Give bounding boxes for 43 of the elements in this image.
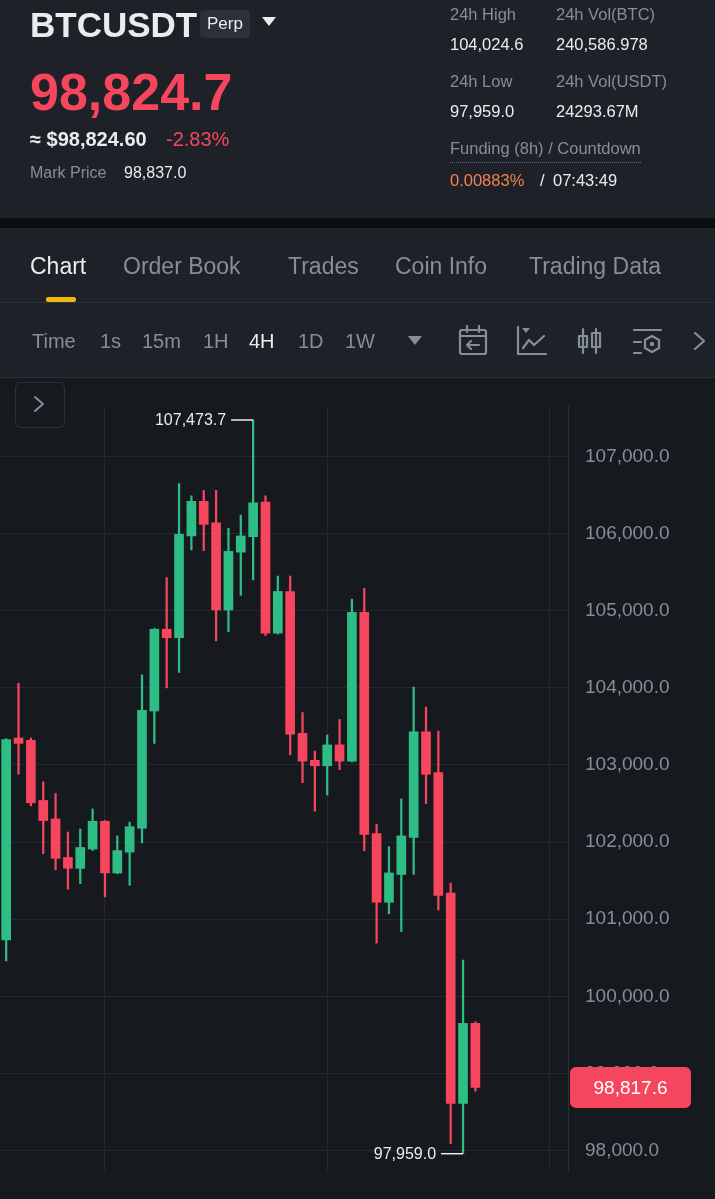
badge: Perp (200, 10, 250, 38)
text: Order Book (123, 253, 241, 280)
text: Time (32, 330, 76, 352)
text: 24h Low (450, 71, 513, 90)
text: 1s (100, 330, 122, 352)
text: 97,959.0 (450, 101, 515, 120)
text: 1H (203, 330, 229, 352)
y-tick-label: 106,000.0 (585, 521, 670, 543)
text: 24h Vol(BTC) (556, 4, 656, 23)
text: Trades (288, 253, 359, 280)
text: 24293.67M (556, 101, 639, 120)
y-tick-label: 102,000.0 (585, 830, 670, 852)
y-tick-label: 98,000.0 (585, 1138, 659, 1160)
text: 98,837.0 (124, 164, 187, 182)
text: Trading Data (529, 253, 662, 280)
text: 98,824.7 (30, 62, 233, 121)
text: -2.83% (166, 128, 230, 150)
y-tick-label: 107,000.0 (585, 444, 670, 466)
text: 1W (345, 330, 375, 352)
text: 240,586.978 (556, 34, 648, 53)
annotation: 107,473.7 (154, 411, 227, 429)
text: Mark Price (30, 164, 107, 182)
text: 07:43:49 (553, 170, 618, 189)
text: 4H (249, 330, 275, 352)
text: Chart (30, 253, 87, 280)
text: 0.00883% (450, 170, 525, 189)
text: BTCUSDT (30, 5, 198, 45)
text: Funding (8h) / Countdown (450, 138, 641, 164)
text: 24h High (450, 4, 517, 23)
y-tick-label: 105,000.0 (585, 598, 670, 620)
text: 104,024.6 (450, 34, 524, 53)
y-tick-label: 100,000.0 (585, 984, 670, 1006)
annotation: 97,959.0 (373, 1145, 437, 1163)
text: 98,817.6 (593, 1076, 668, 1098)
text: ≈ $98,824.60 (30, 128, 147, 150)
text: 15m (142, 330, 181, 352)
y-tick-label: 104,000.0 (585, 676, 670, 698)
text: Coin Info (395, 253, 488, 280)
text: 1D (298, 330, 324, 352)
text: 24h Vol(USDT) (556, 71, 667, 90)
y-tick-label: 101,000.0 (585, 907, 670, 929)
text: / (540, 170, 545, 189)
y-tick-label: 103,000.0 (585, 753, 670, 775)
